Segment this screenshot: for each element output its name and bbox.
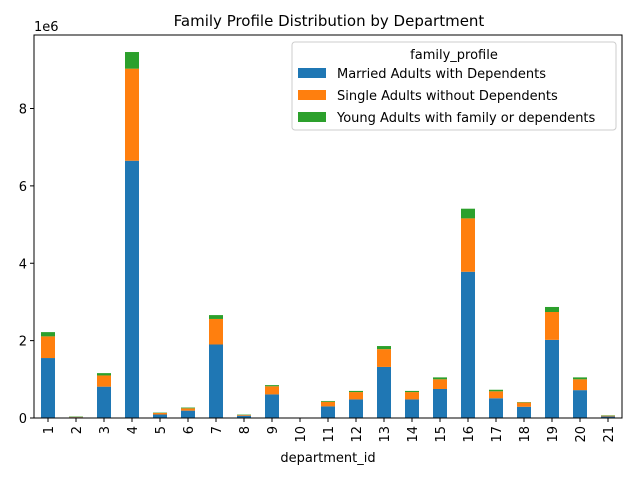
x-tick-label: 11 — [322, 426, 337, 443]
bar-dept-12-series-0 — [349, 399, 363, 418]
bar-dept-20-series-2 — [573, 377, 587, 380]
y-tick-label: 0 — [19, 412, 27, 427]
bar-dept-18-series-1 — [517, 402, 531, 407]
y-tick-label: 2 — [19, 335, 27, 350]
bar-dept-15-series-2 — [433, 377, 447, 380]
x-tick-label: 21 — [602, 426, 617, 443]
y-multiplier-label: 1e6 — [34, 20, 59, 35]
bar-dept-12-series-2 — [349, 390, 363, 393]
bar-dept-7-series-2 — [209, 315, 223, 319]
x-tick-label: 1 — [42, 426, 57, 434]
bar-dept-4-series-0 — [125, 160, 139, 418]
bar-dept-9-series-1 — [265, 386, 279, 395]
bar-dept-19-series-0 — [545, 339, 559, 418]
bar-dept-6-series-2 — [181, 407, 195, 409]
bar-dept-6-series-0 — [181, 410, 195, 418]
y-axis: 0 2 4 6 8 — [19, 103, 34, 427]
bar-dept-18-series-0 — [517, 406, 531, 418]
bar-dept-16-series-2 — [461, 208, 475, 219]
bar-dept-21-series-0 — [601, 416, 615, 418]
legend-label: Married Adults with Dependents — [337, 67, 546, 82]
legend-swatch — [298, 112, 326, 122]
x-axis: 1 2 3 4 5 6 7 8 9 10 11 12 13 14 15 16 17 18 19 20 21 — [42, 418, 617, 443]
y-tick-label: 4 — [19, 257, 27, 272]
x-tick-label: 14 — [406, 426, 421, 443]
legend-box — [291, 41, 617, 131]
bar-dept-17-series-1 — [489, 391, 503, 399]
bar-dept-19-series-1 — [545, 311, 559, 340]
x-tick-label: 2 — [70, 426, 85, 434]
bar-dept-5-series-1 — [153, 412, 167, 415]
bar-dept-4-series-1 — [125, 68, 139, 161]
x-tick-label: 3 — [98, 426, 113, 434]
legend-label: Young Adults with family or dependents — [336, 111, 596, 126]
x-tick-label: 18 — [518, 426, 533, 443]
x-tick-label: 16 — [462, 426, 477, 443]
bar-dept-1-series-2 — [41, 332, 55, 337]
bar-dept-20-series-1 — [573, 379, 587, 391]
legend-label: Single Adults without Dependents — [337, 89, 558, 104]
bar-dept-1-series-1 — [41, 336, 55, 359]
bar-dept-14-series-0 — [405, 399, 419, 418]
bar-dept-11-series-0 — [321, 406, 335, 418]
bar-dept-3-series-0 — [97, 386, 111, 418]
x-axis-label: department_id — [280, 451, 375, 466]
bar-dept-8-series-0 — [237, 415, 251, 418]
x-tick-label: 4 — [126, 426, 141, 434]
bar-dept-4-series-2 — [125, 52, 139, 69]
x-tick-label: 6 — [182, 426, 197, 434]
legend-swatch — [298, 68, 326, 78]
bar-dept-16-series-0 — [461, 271, 475, 418]
chart-title: Family Profile Distribution by Departmen… — [174, 12, 485, 30]
x-tick-label: 15 — [434, 426, 449, 443]
bar-dept-12-series-1 — [349, 392, 363, 400]
bar-dept-20-series-0 — [573, 390, 587, 418]
bars-group — [41, 52, 615, 418]
bar-dept-1-series-0 — [41, 358, 55, 418]
y-tick-label: 6 — [19, 180, 27, 195]
bar-dept-17-series-0 — [489, 398, 503, 418]
bar-dept-13-series-0 — [377, 366, 391, 418]
bar-dept-3-series-2 — [97, 373, 111, 376]
bar-dept-17-series-2 — [489, 389, 503, 392]
x-tick-label: 12 — [350, 426, 365, 443]
bar-dept-21-series-1 — [601, 415, 615, 417]
x-tick-label: 8 — [238, 426, 253, 434]
bar-dept-3-series-1 — [97, 375, 111, 387]
bar-dept-8-series-1 — [237, 414, 251, 416]
bar-dept-16-series-1 — [461, 218, 475, 272]
bar-dept-13-series-1 — [377, 349, 391, 367]
y-tick-label: 8 — [19, 103, 27, 118]
bar-dept-11-series-1 — [321, 401, 335, 407]
bar-dept-7-series-1 — [209, 318, 223, 345]
bar-dept-7-series-0 — [209, 344, 223, 418]
legend: family_profile Married Adults with Depen… — [291, 41, 617, 131]
bar-dept-14-series-2 — [405, 390, 419, 393]
bar-dept-11-series-2 — [321, 400, 335, 402]
bar-dept-9-series-2 — [265, 385, 279, 387]
legend-title: family_profile — [410, 48, 498, 63]
bar-dept-19-series-2 — [545, 306, 559, 312]
x-tick-label: 17 — [490, 426, 505, 443]
x-tick-label: 9 — [266, 426, 281, 434]
x-tick-label: 7 — [210, 426, 225, 434]
bar-dept-14-series-1 — [405, 392, 419, 400]
x-tick-label: 13 — [378, 426, 393, 443]
bar-dept-13-series-2 — [377, 346, 391, 350]
x-tick-label: 19 — [546, 426, 561, 443]
bar-dept-15-series-1 — [433, 379, 447, 389]
bar-dept-9-series-0 — [265, 394, 279, 418]
bar-dept-6-series-1 — [181, 408, 195, 411]
x-tick-label: 10 — [294, 426, 309, 443]
x-tick-label: 5 — [154, 426, 169, 434]
bar-dept-15-series-0 — [433, 388, 447, 418]
legend-swatch — [298, 90, 326, 100]
x-tick-label: 20 — [574, 426, 589, 443]
bar-dept-5-series-0 — [153, 414, 167, 418]
